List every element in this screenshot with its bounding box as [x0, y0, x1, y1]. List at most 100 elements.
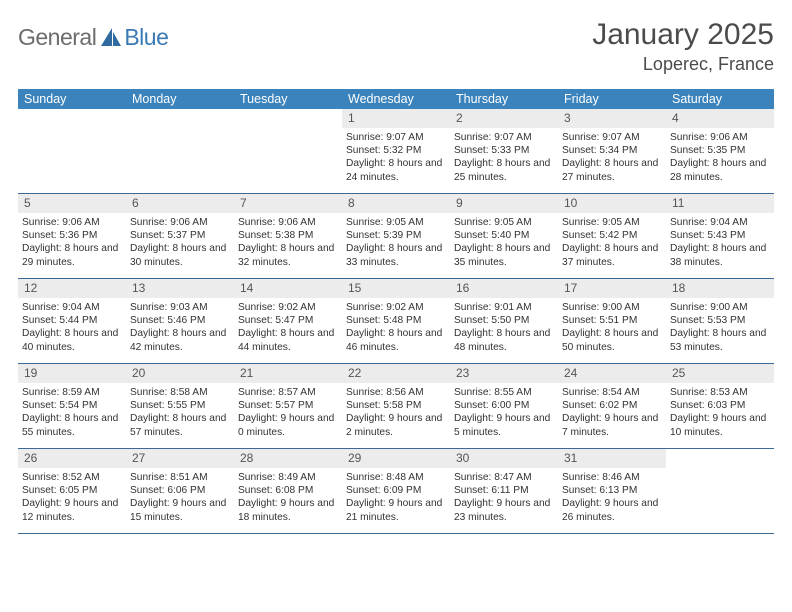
day-number: 10	[558, 194, 666, 213]
sunset-line: Sunset: 5:34 PM	[562, 144, 662, 157]
daylight-line: Daylight: 8 hours and 25 minutes.	[454, 157, 554, 183]
day-cell: 3Sunrise: 9:07 AMSunset: 5:34 PMDaylight…	[558, 109, 666, 193]
day-number: 18	[666, 279, 774, 298]
dow-cell: Thursday	[450, 89, 558, 109]
sunset-line: Sunset: 5:57 PM	[238, 399, 338, 412]
day-number	[18, 109, 126, 128]
sunset-line: Sunset: 5:40 PM	[454, 229, 554, 242]
daylight-line: Daylight: 8 hours and 48 minutes.	[454, 327, 554, 353]
day-number: 7	[234, 194, 342, 213]
daylight-line: Daylight: 9 hours and 12 minutes.	[22, 497, 122, 523]
week-row: 26Sunrise: 8:52 AMSunset: 6:05 PMDayligh…	[18, 449, 774, 534]
sunrise-line: Sunrise: 8:51 AM	[130, 471, 230, 484]
day-cell	[234, 109, 342, 193]
day-number: 3	[558, 109, 666, 128]
day-number: 23	[450, 364, 558, 383]
sunrise-line: Sunrise: 8:59 AM	[22, 386, 122, 399]
daylight-line: Daylight: 8 hours and 29 minutes.	[22, 242, 122, 268]
daylight-line: Daylight: 8 hours and 30 minutes.	[130, 242, 230, 268]
daylight-line: Daylight: 8 hours and 50 minutes.	[562, 327, 662, 353]
day-number: 21	[234, 364, 342, 383]
sunset-line: Sunset: 6:09 PM	[346, 484, 446, 497]
sunrise-line: Sunrise: 9:02 AM	[346, 301, 446, 314]
sunset-line: Sunset: 5:47 PM	[238, 314, 338, 327]
daylight-line: Daylight: 8 hours and 53 minutes.	[670, 327, 770, 353]
daylight-line: Daylight: 8 hours and 27 minutes.	[562, 157, 662, 183]
day-number: 1	[342, 109, 450, 128]
daylight-line: Daylight: 8 hours and 40 minutes.	[22, 327, 122, 353]
sunrise-line: Sunrise: 8:55 AM	[454, 386, 554, 399]
sunrise-line: Sunrise: 9:01 AM	[454, 301, 554, 314]
day-cell: 25Sunrise: 8:53 AMSunset: 6:03 PMDayligh…	[666, 364, 774, 448]
day-number: 14	[234, 279, 342, 298]
sunrise-line: Sunrise: 8:46 AM	[562, 471, 662, 484]
sunrise-line: Sunrise: 9:04 AM	[22, 301, 122, 314]
sunrise-line: Sunrise: 8:53 AM	[670, 386, 770, 399]
day-number: 27	[126, 449, 234, 468]
daylight-line: Daylight: 8 hours and 42 minutes.	[130, 327, 230, 353]
dow-cell: Sunday	[18, 89, 126, 109]
sunset-line: Sunset: 6:13 PM	[562, 484, 662, 497]
sunrise-line: Sunrise: 8:52 AM	[22, 471, 122, 484]
sunrise-line: Sunrise: 9:00 AM	[562, 301, 662, 314]
day-cell: 17Sunrise: 9:00 AMSunset: 5:51 PMDayligh…	[558, 279, 666, 363]
sunset-line: Sunset: 5:58 PM	[346, 399, 446, 412]
title-block: January 2025 Loperec, France	[592, 18, 774, 75]
sunset-line: Sunset: 5:39 PM	[346, 229, 446, 242]
day-cell: 16Sunrise: 9:01 AMSunset: 5:50 PMDayligh…	[450, 279, 558, 363]
sunset-line: Sunset: 6:08 PM	[238, 484, 338, 497]
day-number	[234, 109, 342, 128]
day-cell: 20Sunrise: 8:58 AMSunset: 5:55 PMDayligh…	[126, 364, 234, 448]
day-number: 24	[558, 364, 666, 383]
daylight-line: Daylight: 9 hours and 5 minutes.	[454, 412, 554, 438]
sunset-line: Sunset: 6:02 PM	[562, 399, 662, 412]
day-number: 12	[18, 279, 126, 298]
day-number	[126, 109, 234, 128]
sunset-line: Sunset: 6:00 PM	[454, 399, 554, 412]
day-cell: 6Sunrise: 9:06 AMSunset: 5:37 PMDaylight…	[126, 194, 234, 278]
day-number: 28	[234, 449, 342, 468]
daylight-line: Daylight: 8 hours and 37 minutes.	[562, 242, 662, 268]
day-cell: 27Sunrise: 8:51 AMSunset: 6:06 PMDayligh…	[126, 449, 234, 533]
day-cell: 1Sunrise: 9:07 AMSunset: 5:32 PMDaylight…	[342, 109, 450, 193]
sunrise-line: Sunrise: 9:06 AM	[22, 216, 122, 229]
sunset-line: Sunset: 5:37 PM	[130, 229, 230, 242]
sunrise-line: Sunrise: 9:00 AM	[670, 301, 770, 314]
week-row: 1Sunrise: 9:07 AMSunset: 5:32 PMDaylight…	[18, 109, 774, 194]
day-number: 30	[450, 449, 558, 468]
daylight-line: Daylight: 9 hours and 10 minutes.	[670, 412, 770, 438]
sunrise-line: Sunrise: 9:02 AM	[238, 301, 338, 314]
sunrise-line: Sunrise: 9:03 AM	[130, 301, 230, 314]
sunset-line: Sunset: 5:54 PM	[22, 399, 122, 412]
sunset-line: Sunset: 5:53 PM	[670, 314, 770, 327]
week-row: 19Sunrise: 8:59 AMSunset: 5:54 PMDayligh…	[18, 364, 774, 449]
page-title: January 2025	[592, 18, 774, 52]
sunrise-line: Sunrise: 9:05 AM	[562, 216, 662, 229]
weeks-container: 1Sunrise: 9:07 AMSunset: 5:32 PMDaylight…	[18, 109, 774, 534]
day-cell: 29Sunrise: 8:48 AMSunset: 6:09 PMDayligh…	[342, 449, 450, 533]
day-cell: 4Sunrise: 9:06 AMSunset: 5:35 PMDaylight…	[666, 109, 774, 193]
dow-cell: Tuesday	[234, 89, 342, 109]
day-number: 29	[342, 449, 450, 468]
day-cell	[18, 109, 126, 193]
sunset-line: Sunset: 5:46 PM	[130, 314, 230, 327]
sunrise-line: Sunrise: 8:58 AM	[130, 386, 230, 399]
day-cell: 8Sunrise: 9:05 AMSunset: 5:39 PMDaylight…	[342, 194, 450, 278]
day-cell	[666, 449, 774, 533]
day-cell: 10Sunrise: 9:05 AMSunset: 5:42 PMDayligh…	[558, 194, 666, 278]
sunset-line: Sunset: 5:48 PM	[346, 314, 446, 327]
day-cell: 23 Sunrise: 8:55 AMSunset: 6:00 PMDayligh…	[450, 364, 558, 448]
day-cell: 11Sunrise: 9:04 AMSunset: 5:43 PMDayligh…	[666, 194, 774, 278]
day-cell: 21Sunrise: 8:57 AMSunset: 5:57 PMDayligh…	[234, 364, 342, 448]
sunset-line: Sunset: 5:36 PM	[22, 229, 122, 242]
dow-cell: Wednesday	[342, 89, 450, 109]
sunset-line: Sunset: 6:05 PM	[22, 484, 122, 497]
daylight-line: Daylight: 8 hours and 24 minutes.	[346, 157, 446, 183]
dow-cell: Monday	[126, 89, 234, 109]
sunset-line: Sunset: 6:03 PM	[670, 399, 770, 412]
day-number: 22	[342, 364, 450, 383]
sunrise-line: Sunrise: 8:48 AM	[346, 471, 446, 484]
calendar: SundayMondayTuesdayWednesdayThursdayFrid…	[18, 89, 774, 534]
day-number: 8	[342, 194, 450, 213]
daylight-line: Daylight: 9 hours and 18 minutes.	[238, 497, 338, 523]
